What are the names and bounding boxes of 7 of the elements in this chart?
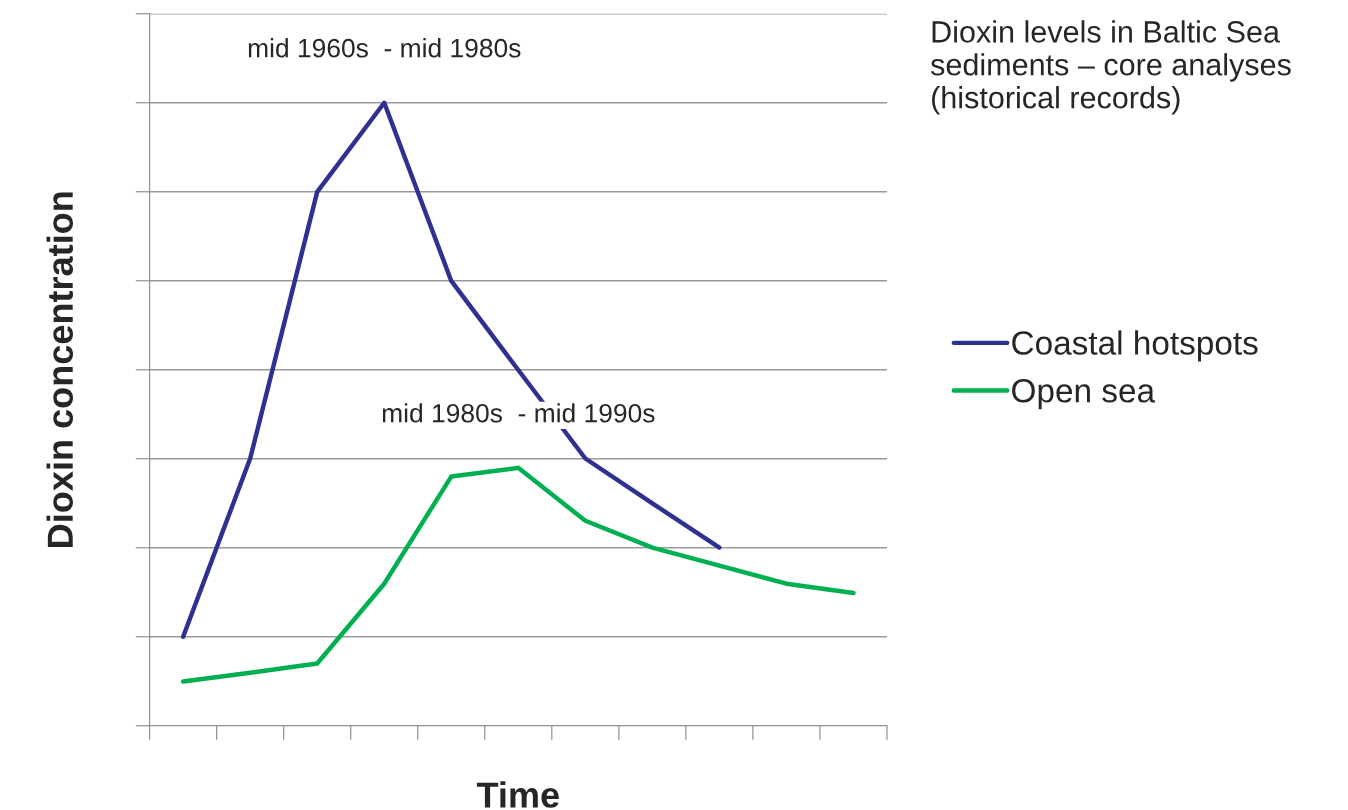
annotation: mid 1980s - mid 1990s [382,403,655,423]
text: Dioxin levels in Baltic Sea sediments – core analyses (historical records) [930,20,1291,115]
legend-label: Open sea [1012,378,1156,410]
legend-label: Coastal hotspots [1012,330,1258,362]
x-axis-title: Time [476,781,559,808]
y-axis-title: Dioxin concentration [46,192,74,547]
text: mid 1960s - mid 1980s [248,38,521,58]
